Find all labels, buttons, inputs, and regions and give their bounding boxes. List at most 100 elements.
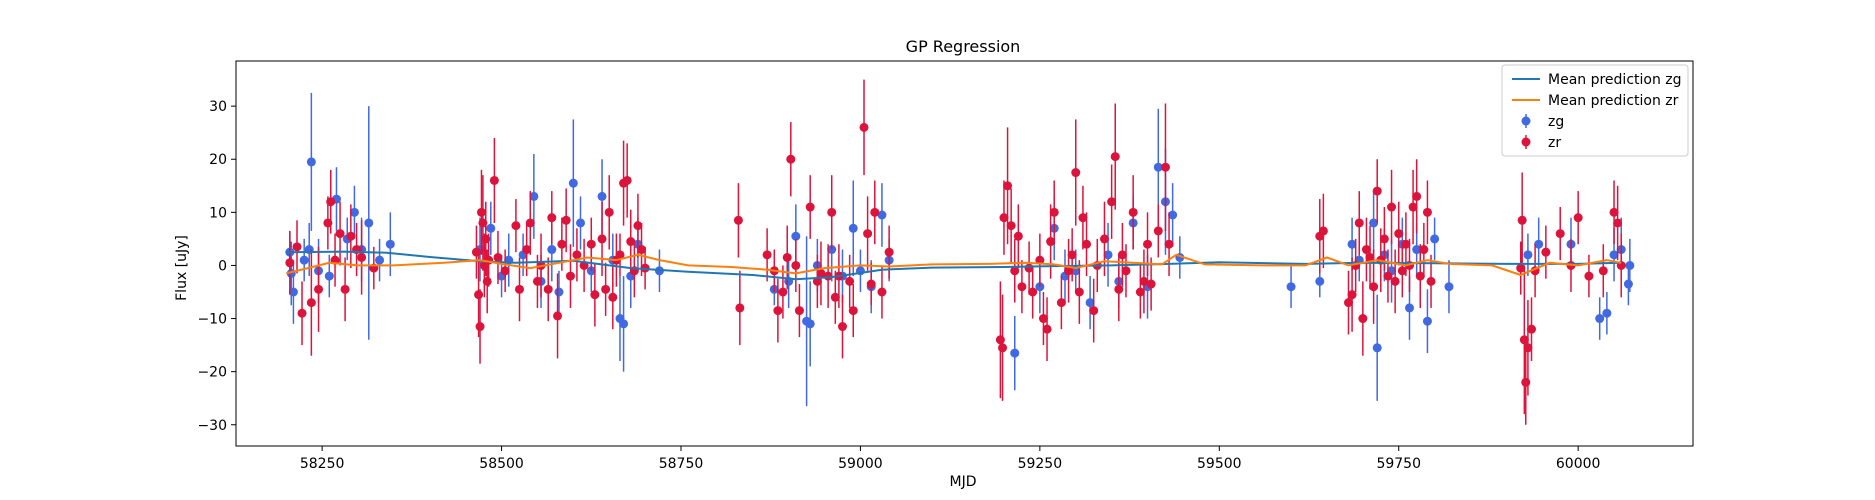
zr-point: [778, 287, 788, 297]
zr-point: [1071, 168, 1081, 178]
zr-point: [782, 252, 792, 262]
zr-point: [870, 207, 880, 217]
zr-point: [1419, 245, 1429, 255]
zr-point: [1099, 234, 1109, 244]
zr-point: [1394, 229, 1404, 239]
zg-point: [1010, 348, 1020, 358]
x-tick-label: 58750: [659, 456, 704, 472]
zr-point: [1006, 221, 1016, 231]
x-tick-label: 58500: [479, 456, 524, 472]
legend: Mean prediction zg Mean prediction zr zg zr: [1501, 64, 1689, 157]
zr-point: [1358, 314, 1368, 324]
zr-point: [1042, 324, 1052, 334]
zg-point: [554, 287, 564, 297]
x-axis-label: MJD: [950, 474, 977, 490]
zr-point: [1541, 247, 1551, 257]
line-mean-prediction-zr: [285, 253, 1622, 277]
zr-point: [1164, 239, 1174, 249]
zr-point: [1160, 162, 1170, 172]
zg-point: [1412, 245, 1422, 255]
zr-point: [1613, 218, 1623, 228]
zg-point: [349, 207, 359, 217]
zr-point: [590, 290, 600, 300]
zr-point: [1372, 186, 1382, 196]
zr-point: [1153, 226, 1163, 236]
zr-point: [1397, 266, 1407, 276]
zr-point: [1078, 213, 1088, 223]
zr-point: [1379, 234, 1389, 244]
zr-point: [626, 237, 636, 247]
zg-point: [324, 271, 334, 281]
zr-point: [1017, 282, 1027, 292]
x-tick-label: 60000: [1556, 456, 1601, 472]
legend-label: Mean prediction zg: [1548, 72, 1682, 88]
zg-point: [1430, 234, 1440, 244]
legend-label: Mean prediction zr: [1548, 93, 1679, 109]
legend-label: zg: [1548, 114, 1564, 130]
zr-point: [830, 292, 840, 302]
zr-point: [1146, 279, 1156, 289]
zr-point: [547, 213, 557, 223]
zr-point: [794, 306, 804, 316]
y-tick-label: −20: [197, 365, 227, 381]
zg-point: [1372, 343, 1382, 353]
zr-point: [476, 207, 486, 217]
zr-point: [1573, 213, 1583, 223]
zg-point: [1625, 260, 1635, 270]
zr-point: [816, 268, 826, 278]
zr-point: [557, 239, 567, 249]
zr-point: [1082, 239, 1092, 249]
zr-point: [1422, 207, 1432, 217]
zr-point: [346, 231, 356, 241]
zg-point: [791, 231, 801, 241]
x-tick-label: 59750: [1376, 456, 1421, 472]
mean-prediction-lines: [285, 250, 1622, 281]
plot-frame: [235, 60, 1694, 447]
zg-point: [299, 255, 309, 265]
zr-point: [773, 306, 783, 316]
zg-point: [529, 191, 539, 201]
zr-point: [314, 284, 324, 294]
zr-point: [340, 284, 350, 294]
zr-point: [1318, 226, 1328, 236]
zg-point: [364, 218, 374, 228]
zr-point: [1609, 207, 1619, 217]
zr-point: [1056, 298, 1066, 308]
zr-point: [786, 154, 796, 164]
x-tick-label: 59250: [1018, 456, 1063, 472]
zr-point: [561, 215, 571, 225]
zr-point: [848, 306, 858, 316]
zg-point: [619, 319, 629, 329]
y-tick-label: 30: [209, 99, 227, 115]
zr-point: [1517, 215, 1527, 225]
zg-point: [877, 210, 887, 220]
zg-point: [1422, 316, 1432, 326]
y-tick-label: 0: [218, 258, 227, 274]
zg-point: [547, 245, 557, 255]
zr-point: [1598, 266, 1608, 276]
zr-point: [597, 234, 607, 244]
zr-point: [1584, 271, 1594, 281]
zr-point: [1038, 314, 1048, 324]
zg-point: [1523, 250, 1533, 260]
zr-point: [335, 229, 345, 239]
zr-point: [474, 290, 484, 300]
data-points: [285, 79, 1635, 425]
zr-point: [604, 207, 614, 217]
zg-point: [1369, 218, 1379, 228]
x-tick-label: 58250: [300, 456, 345, 472]
zr-point: [306, 298, 316, 308]
zg-point: [1602, 308, 1612, 318]
zr-point: [1074, 287, 1084, 297]
zr-point: [863, 229, 873, 239]
zg-point: [385, 239, 395, 249]
zr-point: [845, 276, 855, 286]
y-tick-label: 20: [209, 152, 227, 168]
zr-point: [1387, 202, 1397, 212]
zr-point: [866, 279, 876, 289]
zg-point: [1534, 239, 1544, 249]
zr-point: [543, 284, 553, 294]
legend-label: zr: [1548, 135, 1561, 151]
zg-point: [1315, 276, 1325, 286]
